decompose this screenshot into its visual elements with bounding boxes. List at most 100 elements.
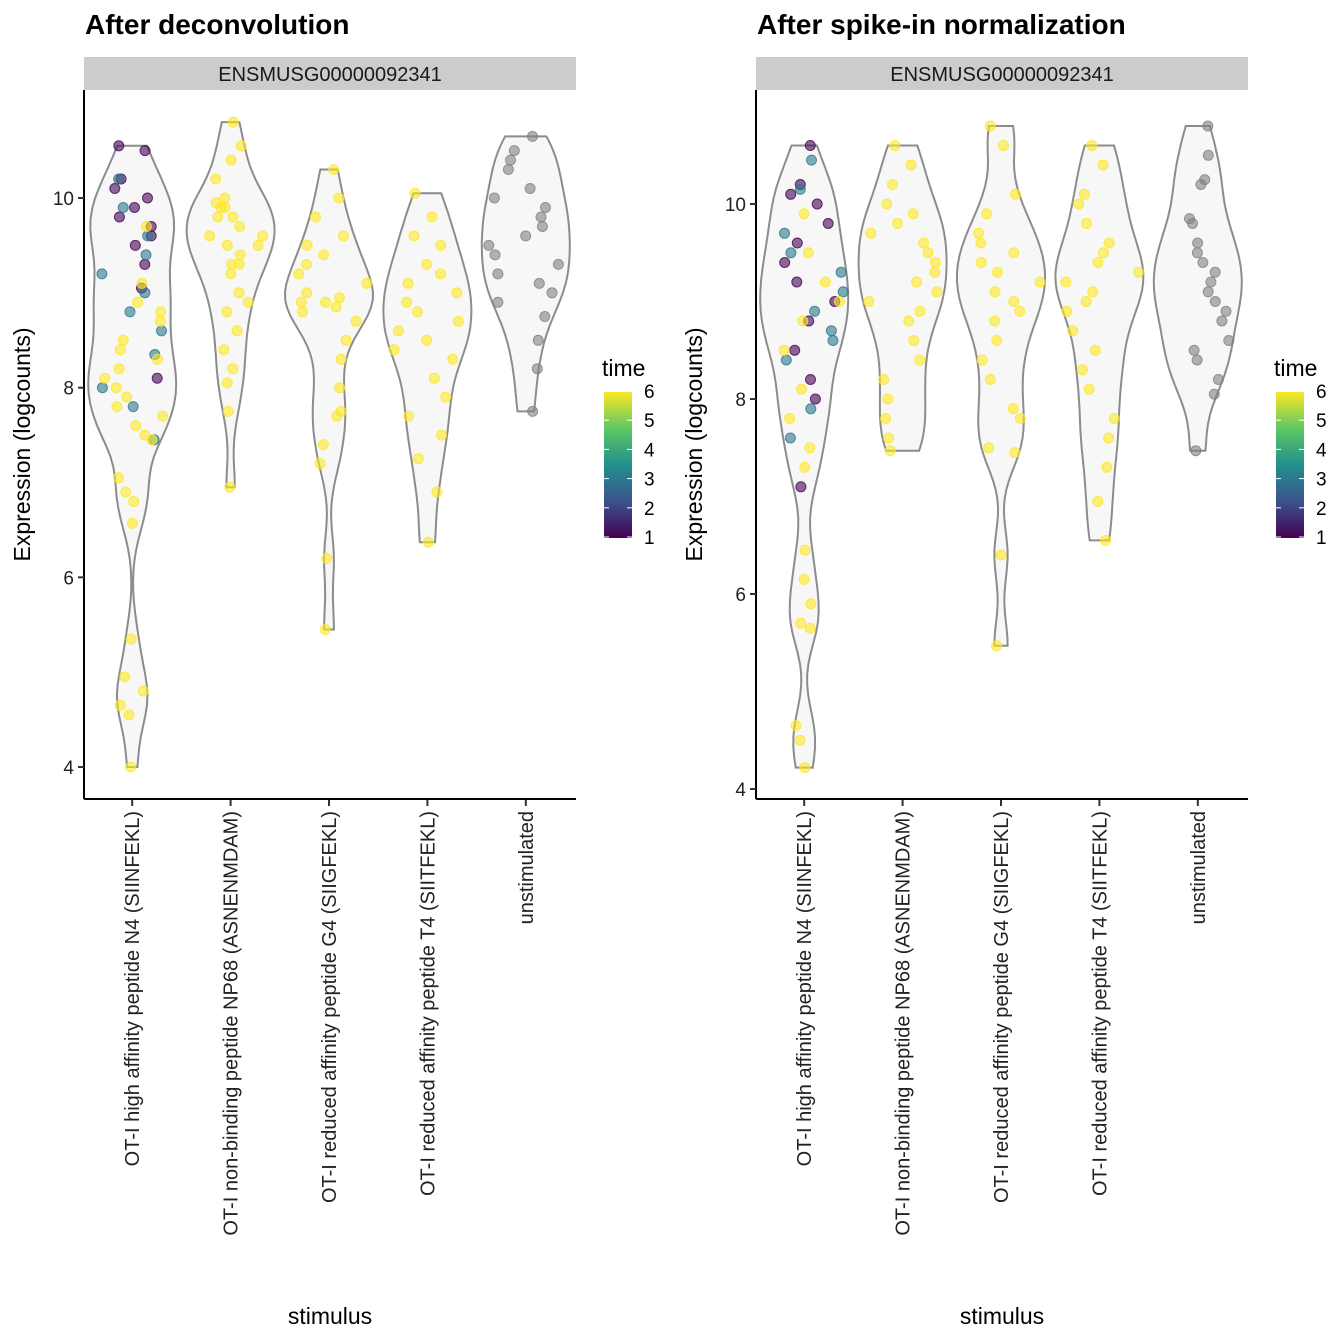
data-point bbox=[880, 413, 892, 424]
data-point bbox=[905, 159, 917, 171]
data-point bbox=[139, 145, 151, 157]
data-point bbox=[408, 230, 420, 242]
data-point bbox=[221, 239, 233, 251]
facet-strip bbox=[84, 57, 576, 90]
data-point bbox=[334, 382, 346, 394]
data-point bbox=[119, 671, 131, 683]
data-point bbox=[991, 640, 1002, 652]
data-point bbox=[799, 544, 811, 556]
data-point bbox=[991, 335, 1003, 346]
data-point bbox=[139, 258, 151, 270]
data-point bbox=[233, 287, 245, 299]
data-point bbox=[883, 432, 894, 444]
data-point bbox=[127, 401, 139, 413]
data-point bbox=[350, 315, 362, 327]
data-point bbox=[780, 354, 792, 366]
data-point bbox=[483, 239, 495, 251]
data-point bbox=[114, 699, 126, 711]
data-point bbox=[225, 268, 237, 280]
data-point bbox=[403, 410, 415, 422]
data-point bbox=[125, 761, 137, 773]
data-point bbox=[114, 344, 126, 356]
data-point bbox=[984, 374, 996, 385]
data-point bbox=[983, 442, 995, 454]
data-point bbox=[257, 230, 269, 242]
data-point bbox=[317, 439, 329, 451]
data-point bbox=[117, 202, 129, 213]
data-point bbox=[219, 202, 231, 213]
y-tick-label: 6 bbox=[735, 585, 746, 606]
data-point bbox=[1100, 534, 1112, 546]
data-point bbox=[335, 353, 347, 365]
data-point bbox=[1014, 413, 1026, 424]
data-point bbox=[151, 372, 163, 384]
data-point bbox=[234, 249, 246, 261]
data-point bbox=[804, 442, 816, 454]
data-point bbox=[436, 429, 447, 441]
data-point bbox=[790, 720, 802, 732]
data-point bbox=[1087, 286, 1099, 298]
data-point bbox=[794, 734, 806, 746]
data-point bbox=[142, 192, 153, 204]
data-point bbox=[779, 257, 791, 268]
legend-time: time 1 2 3 4 5 6 bbox=[602, 355, 655, 549]
data-point bbox=[536, 221, 548, 232]
data-point bbox=[502, 164, 514, 175]
data-point bbox=[152, 353, 163, 365]
data-point bbox=[109, 183, 121, 194]
data-point bbox=[222, 405, 234, 417]
data-point bbox=[540, 202, 551, 213]
data-point bbox=[388, 344, 400, 356]
data-point bbox=[929, 266, 941, 278]
violin bbox=[1054, 144, 1145, 542]
data-point bbox=[795, 481, 807, 493]
data-point bbox=[1209, 296, 1221, 307]
facet-label: ENSMUSG00000092341 bbox=[890, 64, 1113, 86]
data-point bbox=[113, 211, 125, 223]
legend-tick-label: 2 bbox=[1316, 499, 1327, 520]
data-point bbox=[785, 247, 797, 259]
data-point bbox=[531, 363, 543, 375]
data-point bbox=[1132, 266, 1144, 278]
data-point bbox=[155, 306, 167, 318]
data-point bbox=[889, 140, 901, 151]
data-point bbox=[110, 382, 122, 394]
data-point bbox=[799, 762, 811, 774]
data-point bbox=[1103, 237, 1115, 249]
legend-time: time 1 2 3 4 5 6 bbox=[1274, 355, 1327, 549]
data-point bbox=[204, 230, 216, 242]
data-point bbox=[911, 276, 923, 288]
data-point bbox=[1103, 432, 1115, 444]
legend-tick-label: 1 bbox=[1316, 528, 1327, 549]
data-point bbox=[903, 315, 915, 327]
legend-tick-label: 2 bbox=[644, 499, 655, 520]
data-point bbox=[819, 276, 831, 288]
data-point bbox=[1078, 188, 1090, 200]
data-point bbox=[1010, 188, 1022, 200]
data-point bbox=[884, 445, 896, 457]
data-point bbox=[863, 296, 875, 307]
data-point bbox=[340, 334, 352, 346]
data-point bbox=[157, 410, 169, 422]
data-point bbox=[524, 183, 536, 194]
y-tick-label: 6 bbox=[63, 568, 74, 589]
data-point bbox=[1202, 120, 1214, 132]
data-point bbox=[1034, 276, 1046, 288]
y-tick-label: 10 bbox=[725, 195, 746, 216]
data-point bbox=[435, 268, 446, 280]
y-tick-label: 10 bbox=[53, 189, 74, 210]
data-point bbox=[1007, 403, 1019, 415]
data-point bbox=[409, 187, 421, 199]
data-point bbox=[827, 335, 839, 346]
data-point bbox=[535, 211, 547, 223]
data-point bbox=[227, 211, 239, 223]
legend-title: time bbox=[1274, 355, 1317, 381]
data-point bbox=[1061, 305, 1073, 317]
data-point bbox=[1212, 374, 1224, 385]
data-point bbox=[779, 227, 790, 239]
data-point bbox=[113, 173, 125, 185]
data-point bbox=[334, 292, 345, 304]
panel-1: After deconvolution ENSMUSG00000092341 OT-… bbox=[9, 9, 655, 1329]
data-point bbox=[129, 202, 140, 213]
data-point bbox=[835, 266, 847, 278]
